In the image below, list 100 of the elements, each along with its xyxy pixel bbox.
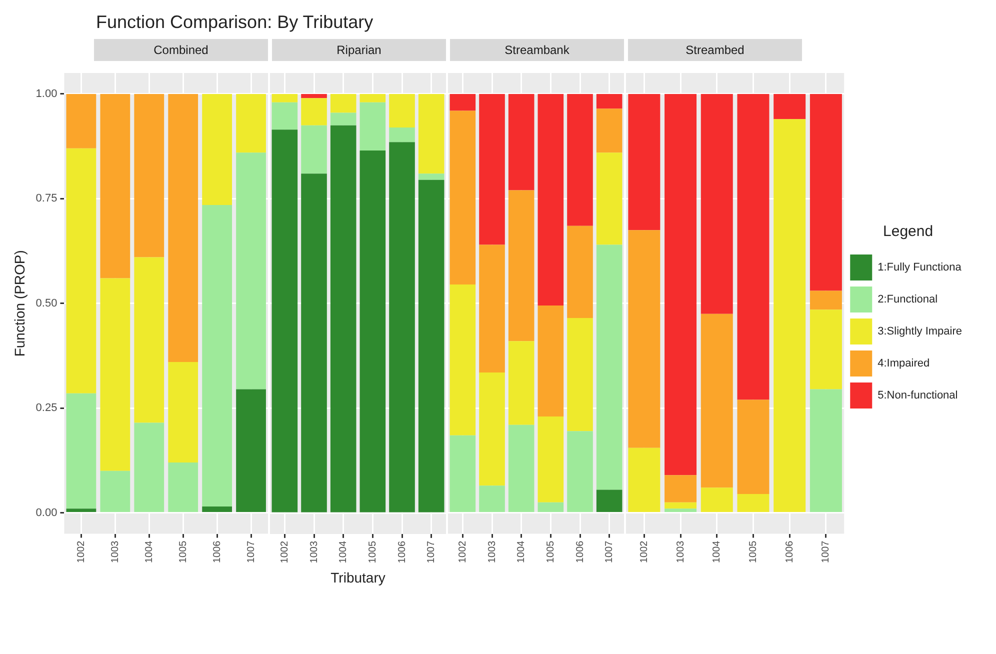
bar	[664, 508, 697, 512]
bar	[538, 416, 564, 502]
bar	[360, 94, 386, 102]
bar	[66, 393, 96, 509]
bar	[479, 94, 505, 245]
bar	[737, 494, 770, 512]
bar	[236, 152, 266, 390]
x-tick-label: 1002	[638, 540, 650, 564]
bar	[100, 94, 130, 278]
chart-title: Function Comparison: By Tributary	[95, 11, 374, 34]
bar	[774, 94, 806, 120]
bar	[168, 462, 198, 512]
bar	[418, 180, 444, 512]
y-tick-label: 0.50	[36, 297, 58, 310]
bar	[664, 502, 697, 509]
legend-label: 1:Fully Functiona	[878, 262, 962, 274]
chart-subtitle: Streambed	[628, 39, 802, 61]
bar	[450, 284, 476, 436]
bar	[538, 94, 564, 306]
bar	[389, 142, 415, 512]
legend-label: 3:Slightly Impaire	[878, 326, 962, 338]
bar	[418, 94, 444, 174]
x-tick-label: 1007	[604, 540, 616, 564]
x-tick-label: 1006	[574, 540, 586, 564]
bar	[567, 226, 593, 318]
bar	[301, 125, 327, 174]
bar	[596, 108, 622, 153]
chart-subtitle: Riparian	[272, 39, 446, 61]
bar	[100, 470, 130, 512]
bar	[700, 94, 733, 314]
bar	[100, 278, 130, 471]
bar	[134, 94, 164, 258]
bar	[538, 305, 564, 416]
bar	[567, 431, 593, 512]
bar	[810, 290, 842, 310]
bar	[330, 94, 356, 113]
bar	[134, 257, 164, 423]
x-tick-label: 1003	[110, 540, 121, 564]
bar	[272, 130, 298, 512]
x-tick-label: 1004	[516, 540, 528, 564]
bar	[664, 475, 697, 502]
x-tick-label: 1002	[76, 540, 87, 564]
x-tick-label: 1005	[748, 540, 759, 564]
chart-subtitle: Combined	[94, 39, 268, 61]
bar	[508, 341, 534, 425]
x-tick-label: 1006	[396, 540, 408, 564]
bar	[567, 318, 593, 432]
x-tick-label: 1005	[178, 540, 189, 564]
bar	[700, 314, 733, 488]
bar	[664, 94, 697, 476]
bar	[330, 125, 356, 512]
bar	[596, 490, 622, 512]
bar	[168, 362, 198, 463]
x-tick-label: 1004	[338, 540, 350, 564]
bar	[810, 310, 842, 390]
y-tick-label: 0.75	[36, 192, 58, 205]
bar	[360, 102, 386, 151]
bar	[508, 94, 534, 190]
bar	[66, 508, 96, 512]
bar	[272, 94, 298, 102]
x-tick-label: 1005	[367, 540, 378, 564]
bar	[301, 98, 327, 126]
x-tick-label: 1002	[279, 540, 290, 564]
bar	[236, 389, 266, 512]
x-tick-label: 1005	[545, 540, 556, 564]
x-axis-title: Tributary	[330, 569, 386, 586]
x-tick-label: 1003	[486, 540, 498, 564]
bar	[628, 448, 660, 512]
bar	[700, 488, 733, 512]
x-tick-label: 1007	[820, 540, 832, 564]
bar	[479, 486, 505, 512]
x-tick-label: 1006	[784, 540, 796, 564]
bar	[628, 94, 660, 230]
y-tick-label: 0.25	[36, 402, 58, 414]
legend-label: 2:Functional	[878, 294, 938, 306]
bar	[810, 389, 842, 512]
bar	[66, 148, 96, 394]
chart-subtitle: Streambank	[450, 39, 624, 61]
bar	[508, 424, 534, 512]
bar	[479, 372, 505, 486]
bar	[168, 94, 198, 362]
bar	[774, 119, 806, 512]
bar	[596, 152, 622, 245]
bar	[450, 435, 476, 512]
x-tick-label: 1002	[457, 540, 468, 564]
bar	[202, 94, 232, 205]
bar	[596, 94, 622, 109]
x-tick-label: 1003	[308, 540, 320, 564]
bar	[202, 506, 232, 512]
bar	[389, 94, 415, 128]
bar	[567, 94, 593, 226]
x-tick-label: 1007	[246, 540, 257, 564]
bar	[301, 94, 327, 98]
bar	[450, 110, 476, 285]
bar	[418, 174, 444, 180]
x-tick-label: 1003	[675, 540, 686, 564]
y-tick-label: 0.00	[36, 506, 58, 519]
bar	[330, 112, 356, 126]
x-tick-label: 1004	[144, 540, 155, 564]
bar	[301, 174, 327, 512]
